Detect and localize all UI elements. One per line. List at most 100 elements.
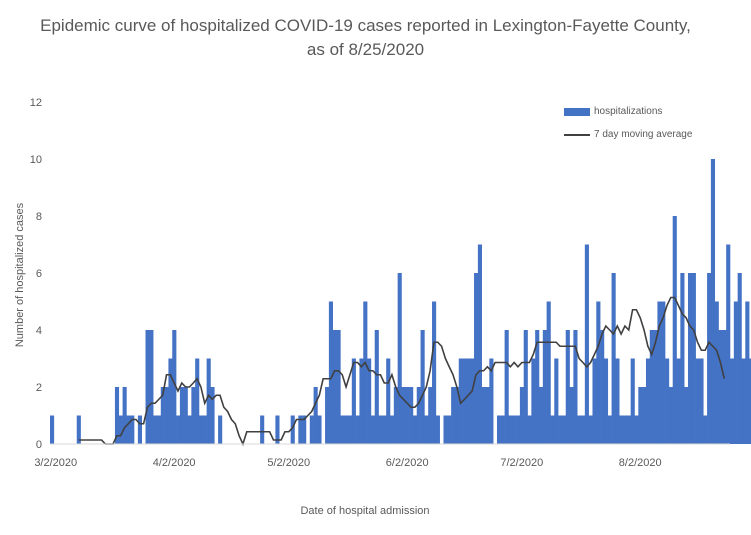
- bar: [496, 415, 502, 444]
- bar: [206, 358, 211, 444]
- bar: [550, 415, 555, 444]
- bar: [661, 301, 666, 444]
- bar: [710, 159, 716, 444]
- bar: [198, 415, 204, 444]
- bar: [714, 301, 719, 444]
- bar: [122, 387, 127, 444]
- bar: [76, 415, 81, 444]
- x-tick-label: 5/2/2020: [267, 457, 310, 469]
- bar: [477, 244, 482, 444]
- bar: [581, 415, 586, 444]
- bar: [523, 330, 528, 444]
- legend-swatch-bar: [564, 107, 590, 116]
- bar: [634, 415, 639, 444]
- bar: [687, 273, 693, 444]
- bar: [665, 358, 670, 444]
- bar: [554, 358, 559, 444]
- bar: [722, 330, 727, 444]
- bar: [703, 415, 708, 444]
- bar: [412, 415, 418, 444]
- bar: [653, 330, 658, 444]
- y-tick-label: 8: [36, 211, 42, 223]
- bar: [382, 415, 387, 444]
- bar: [707, 273, 712, 444]
- bar: [691, 273, 696, 444]
- bar: [462, 358, 467, 444]
- bar: [542, 330, 547, 444]
- bar: [512, 415, 517, 444]
- bar: [363, 301, 368, 444]
- bar: [164, 387, 169, 444]
- legend-label-moving-average: 7 day moving average: [594, 129, 693, 140]
- bar: [187, 415, 192, 444]
- bar: [137, 415, 142, 444]
- bar: [489, 358, 494, 444]
- legend-swatch-line: [564, 133, 590, 136]
- bar: [160, 387, 165, 444]
- bar: [344, 415, 349, 444]
- bar: [374, 330, 379, 444]
- bar: [393, 387, 398, 444]
- bar: [443, 415, 448, 444]
- bar: [504, 330, 509, 444]
- bar: [390, 415, 395, 444]
- bar: [538, 387, 544, 444]
- bar: [569, 387, 574, 444]
- moving-average-line: [78, 296, 726, 447]
- bar: [260, 415, 265, 444]
- x-tick-label: 6/2/2020: [386, 457, 429, 469]
- bar: [733, 301, 738, 444]
- bar: [435, 415, 440, 444]
- bar: [416, 387, 421, 444]
- bar: [485, 387, 490, 444]
- bar: [386, 358, 391, 444]
- bar: [179, 387, 185, 444]
- bar: [623, 415, 628, 444]
- x-tick-label: 8/2/2020: [619, 457, 662, 469]
- bar: [359, 358, 364, 444]
- bar: [672, 216, 677, 444]
- legend-item-hospitalizations: hospitalizations: [564, 106, 662, 117]
- bar: [466, 358, 471, 444]
- bar: [451, 387, 456, 444]
- bar: [649, 330, 654, 444]
- bars-group: [50, 159, 751, 444]
- bar: [676, 358, 681, 444]
- y-tick-label: 12: [30, 97, 42, 109]
- bar: [561, 415, 567, 444]
- bar: [168, 358, 173, 444]
- bar: [328, 301, 333, 444]
- bar: [500, 415, 505, 444]
- bar: [114, 387, 120, 444]
- x-tick-label: 7/2/2020: [500, 457, 543, 469]
- bar: [290, 415, 295, 444]
- bar: [420, 330, 425, 444]
- bar: [298, 415, 303, 444]
- bar: [745, 301, 750, 444]
- bar: [474, 273, 479, 444]
- bar: [176, 415, 181, 444]
- bar: [603, 358, 609, 444]
- bar: [355, 415, 360, 444]
- bar: [317, 415, 322, 444]
- y-tick-label: 4: [36, 325, 42, 337]
- bar: [565, 330, 570, 444]
- bar: [397, 273, 402, 444]
- bar: [432, 301, 437, 444]
- bar: [302, 415, 307, 444]
- bar: [718, 330, 723, 444]
- bar: [428, 387, 433, 444]
- bar: [172, 330, 177, 444]
- bar: [309, 415, 314, 444]
- bar: [615, 358, 620, 444]
- bar: [470, 358, 475, 444]
- bar: [347, 415, 353, 444]
- bar: [592, 358, 597, 444]
- x-tick-label: 4/2/2020: [153, 457, 196, 469]
- bar: [730, 358, 735, 444]
- bar: [325, 387, 330, 444]
- y-tick-label: 0: [36, 439, 42, 451]
- bar: [275, 415, 280, 444]
